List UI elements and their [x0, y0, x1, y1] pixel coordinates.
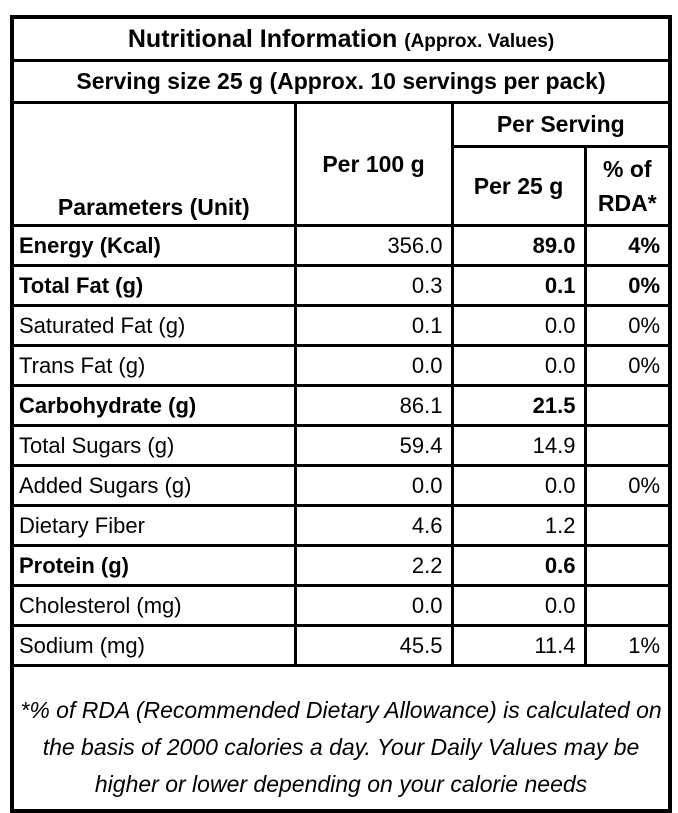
value-per-100g: 0.0: [293, 464, 454, 507]
row-label: Cholesterol (mg): [10, 584, 297, 627]
row-label: Dietary Fiber: [10, 504, 297, 547]
table-row-protein: Protein (g) 2.2 0.6: [10, 544, 672, 587]
value-per-25g: 1.2: [450, 504, 587, 547]
value-per-100g: 356.0: [293, 224, 454, 267]
value-rda: 0%: [583, 264, 672, 307]
title-row: Nutritional Information (Approx. Values): [10, 15, 672, 62]
value-rda: [583, 584, 672, 627]
value-per-25g: 21.5: [450, 384, 587, 427]
column-header-per-25g: Per 25 g: [450, 145, 587, 227]
nutrition-table: Nutritional Information (Approx. Values)…: [10, 15, 673, 813]
value-per-25g: 0.1: [450, 264, 587, 307]
value-per-100g: 0.0: [293, 584, 454, 627]
table-row-carbohydrate: Carbohydrate (g) 86.1 21.5: [10, 384, 672, 427]
value-rda: [583, 544, 672, 587]
row-label: Added Sugars (g): [10, 464, 297, 507]
value-per-100g: 2.2: [293, 544, 454, 587]
row-label: Energy (Kcal): [10, 224, 297, 267]
table-row-trans-fat: Trans Fat (g) 0.0 0.0 0%: [10, 344, 672, 387]
value-rda: 1%: [583, 624, 672, 667]
column-header-per-100g: Per 100 g: [293, 101, 454, 227]
value-per-100g: 0.3: [293, 264, 454, 307]
row-label: Protein (g): [10, 544, 297, 587]
value-per-100g: 45.5: [293, 624, 454, 667]
footnote-row: *% of RDA (Recommended Dietary Allowance…: [10, 664, 672, 813]
table-title: Nutritional Information (Approx. Values): [10, 15, 672, 62]
value-per-100g: 4.6: [293, 504, 454, 547]
row-label: Total Sugars (g): [10, 424, 297, 467]
column-header-parameters: Parameters (Unit): [10, 101, 297, 227]
title-main: Nutritional Information: [127, 24, 398, 53]
column-header-per-serving: Per Serving: [450, 101, 672, 148]
value-rda: [583, 504, 672, 547]
table-row-added-sugars: Added Sugars (g) 0.0 0.0 0%: [10, 464, 672, 507]
header-row-1: Parameters (Unit) Per 100 g Per Serving: [10, 101, 672, 227]
table-row-energy: Energy (Kcal) 356.0 89.0 4%: [10, 224, 672, 267]
value-per-100g: 86.1: [293, 384, 454, 427]
row-label: Total Fat (g): [10, 264, 297, 307]
serving-size-text: Serving size 25 g (Approx. 10 servings p…: [10, 59, 672, 104]
header-row-2: Per 25 g % of RDA*: [12, 145, 672, 227]
value-rda: [583, 424, 672, 467]
serving-row: Serving size 25 g (Approx. 10 servings p…: [10, 59, 672, 104]
value-per-100g: 59.4: [293, 424, 454, 467]
value-per-100g: 0.1: [293, 304, 454, 347]
rda-footnote: *% of RDA (Recommended Dietary Allowance…: [10, 664, 672, 813]
value-per-25g: 0.0: [450, 464, 587, 507]
value-rda: 0%: [583, 344, 672, 387]
table-row-cholesterol: Cholesterol (mg) 0.0 0.0: [10, 584, 672, 627]
table-row-saturated-fat: Saturated Fat (g) 0.1 0.0 0%: [10, 304, 672, 347]
nutrition-label: Nutritional Information (Approx. Values)…: [10, 15, 673, 813]
value-per-25g: 0.0: [450, 584, 587, 627]
value-per-25g: 14.9: [450, 424, 587, 467]
value-per-25g: 0.6: [450, 544, 587, 587]
table-row-dietary-fiber: Dietary Fiber 4.6 1.2: [10, 504, 672, 547]
value-per-25g: 11.4: [450, 624, 587, 667]
row-label: Carbohydrate (g): [10, 384, 297, 427]
table-row-total-sugars: Total Sugars (g) 59.4 14.9: [10, 424, 672, 467]
value-rda: [583, 384, 672, 427]
value-per-25g: 89.0: [450, 224, 587, 267]
row-label: Saturated Fat (g): [10, 304, 297, 347]
value-rda: 0%: [583, 464, 672, 507]
value-rda: 0%: [583, 304, 672, 347]
title-sub: (Approx. Values): [404, 30, 555, 52]
value-per-25g: 0.0: [450, 304, 587, 347]
value-per-100g: 0.0: [293, 344, 454, 387]
value-rda: 4%: [583, 224, 672, 267]
row-label: Trans Fat (g): [10, 344, 297, 387]
column-header-rda: % of RDA*: [583, 145, 672, 227]
table-row-sodium: Sodium (mg) 45.5 11.4 1%: [10, 624, 672, 667]
value-per-25g: 0.0: [450, 344, 587, 387]
row-label: Sodium (mg): [10, 624, 297, 667]
table-row-total-fat: Total Fat (g) 0.3 0.1 0%: [10, 264, 672, 307]
